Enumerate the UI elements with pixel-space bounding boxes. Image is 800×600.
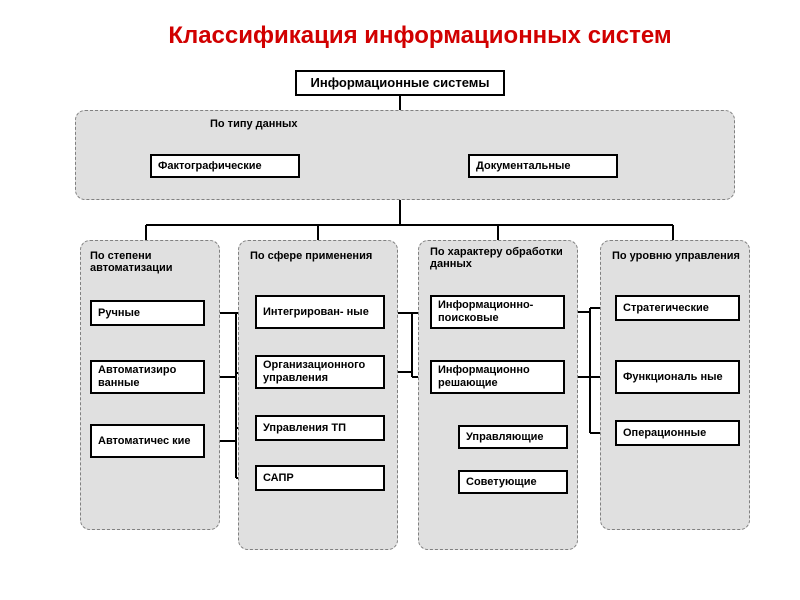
box-documentary: Документальные [468,154,618,178]
box-advisory: Советующие [458,470,568,494]
box-operational: Операционные [615,420,740,446]
box-controlling: Управляющие [458,425,568,449]
box-automated: Автоматизиро ванные [90,360,205,394]
group-title-application: По сфере применения [250,250,388,262]
box-info_decide: Информационно решающие [430,360,565,394]
box-strategic: Стратегические [615,295,740,321]
group-title-automation: По степени автоматизации [90,250,210,274]
box-integrated: Интегрирован- ные [255,295,385,329]
page-title: Классификация информационных систем [60,22,780,50]
box-tp_mgmt: Управления ТП [255,415,385,441]
root-box: Информационные системы [295,70,505,96]
group-title-mgmt_level: По уровню управления [612,250,740,262]
group-title-processing: По характеру обработки данных [430,246,568,270]
box-info_search: Информационно- поисковые [430,295,565,329]
box-functional: Функциональ ные [615,360,740,394]
group-title-data_type: По типу данных [210,118,725,130]
box-capr: САПР [255,465,385,491]
diagram-area: Информационные системы По типу данных Факт… [60,70,760,560]
group-processing [418,240,578,550]
box-manual: Ручные [90,300,205,326]
group-application [238,240,398,550]
box-factographic: Фактографические [150,154,300,178]
box-automatic: Автоматичес кие [90,424,205,458]
box-org_mgmt: Организационного управления [255,355,385,389]
